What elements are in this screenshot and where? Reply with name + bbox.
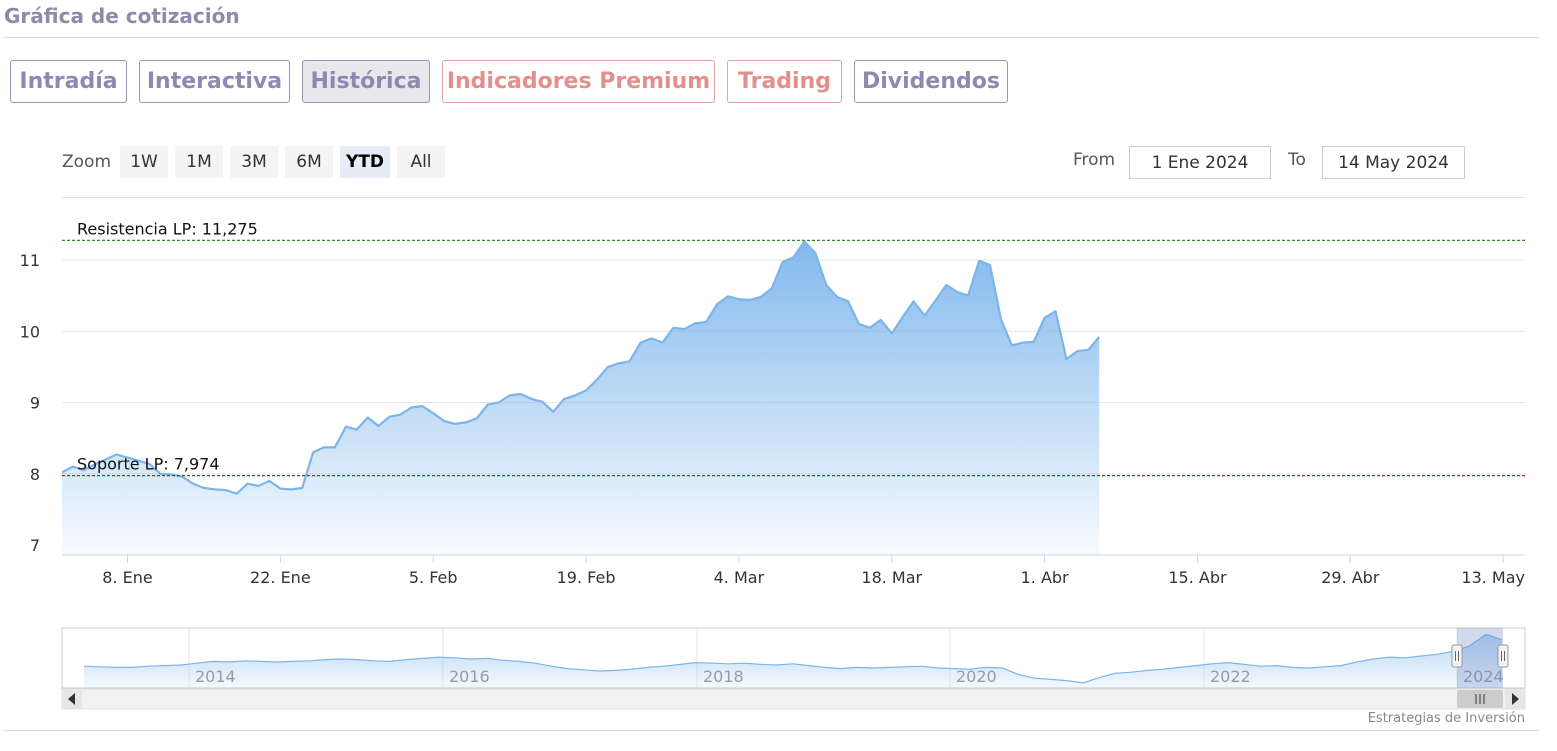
price-area [62,241,1100,555]
tab-dividendos[interactable]: Dividendos [854,60,1008,103]
range-to-label: To [1288,150,1306,170]
chevron-left-icon [68,693,75,705]
tab-trading-label: Trading [738,69,831,94]
chevron-right-icon [1512,693,1519,705]
tab-historica[interactable]: Histórica [302,60,430,103]
y-tick-label: 10 [20,322,40,341]
navigator-handle-right[interactable] [1497,644,1509,668]
tab-historica-label: Histórica [310,69,422,94]
support-label: Soporte LP: 7,974 [77,455,220,474]
x-tick-label: 22. Ene [250,568,311,587]
y-tick-label: 11 [20,251,40,270]
x-tick-label: 4. Mar [714,568,765,587]
tab-indicadores-premium[interactable]: Indicadores Premium [442,60,715,103]
navigator-area [84,634,1502,688]
x-tick-label: 19. Feb [557,568,616,587]
x-tick-label: 29. Abr [1321,568,1380,587]
chart-header-divider [62,197,1525,198]
zoom-1m-button[interactable]: 1M [175,146,223,178]
tab-intradia-label: Intradía [19,69,118,94]
x-tick-label: 8. Ene [102,568,152,587]
tab-dividendos-label: Dividendos [862,69,1000,94]
x-tick-label: 1. Abr [1021,568,1069,587]
range-from-input[interactable] [1129,146,1271,179]
range-from-label: From [1073,150,1116,170]
zoom-ytd-button[interactable]: YTD [340,146,390,178]
bottom-divider [4,730,1539,731]
navigator-handle-left[interactable] [1451,644,1463,668]
x-tick-label: 15. Abr [1168,568,1227,587]
zoom-3m-button[interactable]: 3M [230,146,278,178]
title-divider [4,37,1539,38]
x-tick-label: 18. Mar [861,568,922,587]
resistance-label: Resistencia LP: 11,275 [77,219,258,238]
tab-trading[interactable]: Trading [727,60,842,103]
navigator-selection[interactable] [1457,628,1503,688]
tab-interactiva-label: Interactiva [146,69,283,94]
page-title: Gráfica de cotización [4,4,240,28]
price-line[interactable] [61,240,1101,495]
y-tick-label: 9 [30,394,40,413]
x-tick-label: 5. Feb [409,568,458,587]
zoom-label: Zoom [62,152,112,172]
tab-intradia[interactable]: Intradía [10,60,127,103]
x-tick-label: 13. May [1461,568,1525,587]
zoom-all-button[interactable]: All [397,146,445,178]
navigator-line [83,633,1503,684]
range-to-input[interactable] [1322,146,1465,179]
zoom-6m-button[interactable]: 6M [285,146,333,178]
scrollbar-track[interactable] [61,688,1526,710]
zoom-1w-button[interactable]: 1W [120,146,168,178]
chart-credits[interactable]: Estrategias de Inversión [1367,711,1525,726]
tab-interactiva[interactable]: Interactiva [139,60,290,103]
y-tick-label: 7 [30,536,40,555]
tab-indicadores-premium-label: Indicadores Premium [446,69,711,94]
y-tick-label: 8 [30,465,40,484]
